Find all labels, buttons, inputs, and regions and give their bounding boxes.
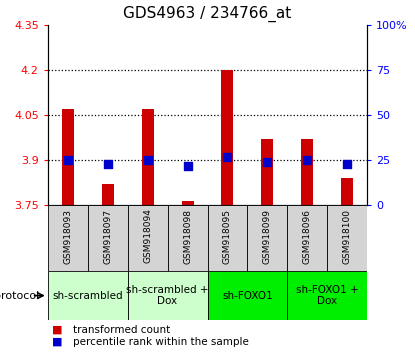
Bar xyxy=(208,205,247,271)
Text: sh-FOXO1: sh-FOXO1 xyxy=(222,291,273,301)
Point xyxy=(344,161,351,167)
Bar xyxy=(287,271,367,320)
Text: GSM918094: GSM918094 xyxy=(143,209,152,263)
Text: protocol: protocol xyxy=(0,291,39,301)
Text: GSM918095: GSM918095 xyxy=(223,209,232,264)
Bar xyxy=(142,109,154,205)
Text: ■: ■ xyxy=(52,337,62,347)
Bar xyxy=(168,205,208,271)
Bar xyxy=(62,109,74,205)
Point xyxy=(224,154,231,159)
Text: sh-FOXO1 +
Dox: sh-FOXO1 + Dox xyxy=(296,285,359,307)
Bar xyxy=(208,271,287,320)
Bar xyxy=(222,70,234,205)
Text: transformed count: transformed count xyxy=(73,325,170,335)
Text: ■: ■ xyxy=(52,325,62,335)
Bar xyxy=(128,205,168,271)
Point xyxy=(64,157,71,163)
Text: percentile rank within the sample: percentile rank within the sample xyxy=(73,337,249,347)
Text: GSM918093: GSM918093 xyxy=(63,209,72,264)
Point xyxy=(304,157,311,163)
Bar xyxy=(247,205,287,271)
Bar xyxy=(128,271,208,320)
Bar xyxy=(301,139,313,205)
Bar xyxy=(341,178,353,205)
Point xyxy=(104,161,111,167)
Bar xyxy=(327,205,367,271)
Text: GSM918097: GSM918097 xyxy=(103,209,112,264)
Bar xyxy=(48,205,88,271)
Bar xyxy=(48,271,128,320)
Bar xyxy=(102,184,114,205)
Bar xyxy=(181,201,193,205)
Text: GSM918098: GSM918098 xyxy=(183,209,192,264)
Bar xyxy=(261,139,273,205)
Text: sh-scrambled +
Dox: sh-scrambled + Dox xyxy=(126,285,209,307)
Point xyxy=(184,163,191,169)
Text: GSM918096: GSM918096 xyxy=(303,209,312,264)
Text: sh-scrambled: sh-scrambled xyxy=(52,291,123,301)
Point xyxy=(144,157,151,163)
Bar xyxy=(287,205,327,271)
Text: GSM918099: GSM918099 xyxy=(263,209,272,264)
Point xyxy=(264,159,271,165)
Bar xyxy=(88,205,128,271)
Text: GSM918100: GSM918100 xyxy=(343,209,352,264)
Title: GDS4963 / 234766_at: GDS4963 / 234766_at xyxy=(123,6,292,22)
